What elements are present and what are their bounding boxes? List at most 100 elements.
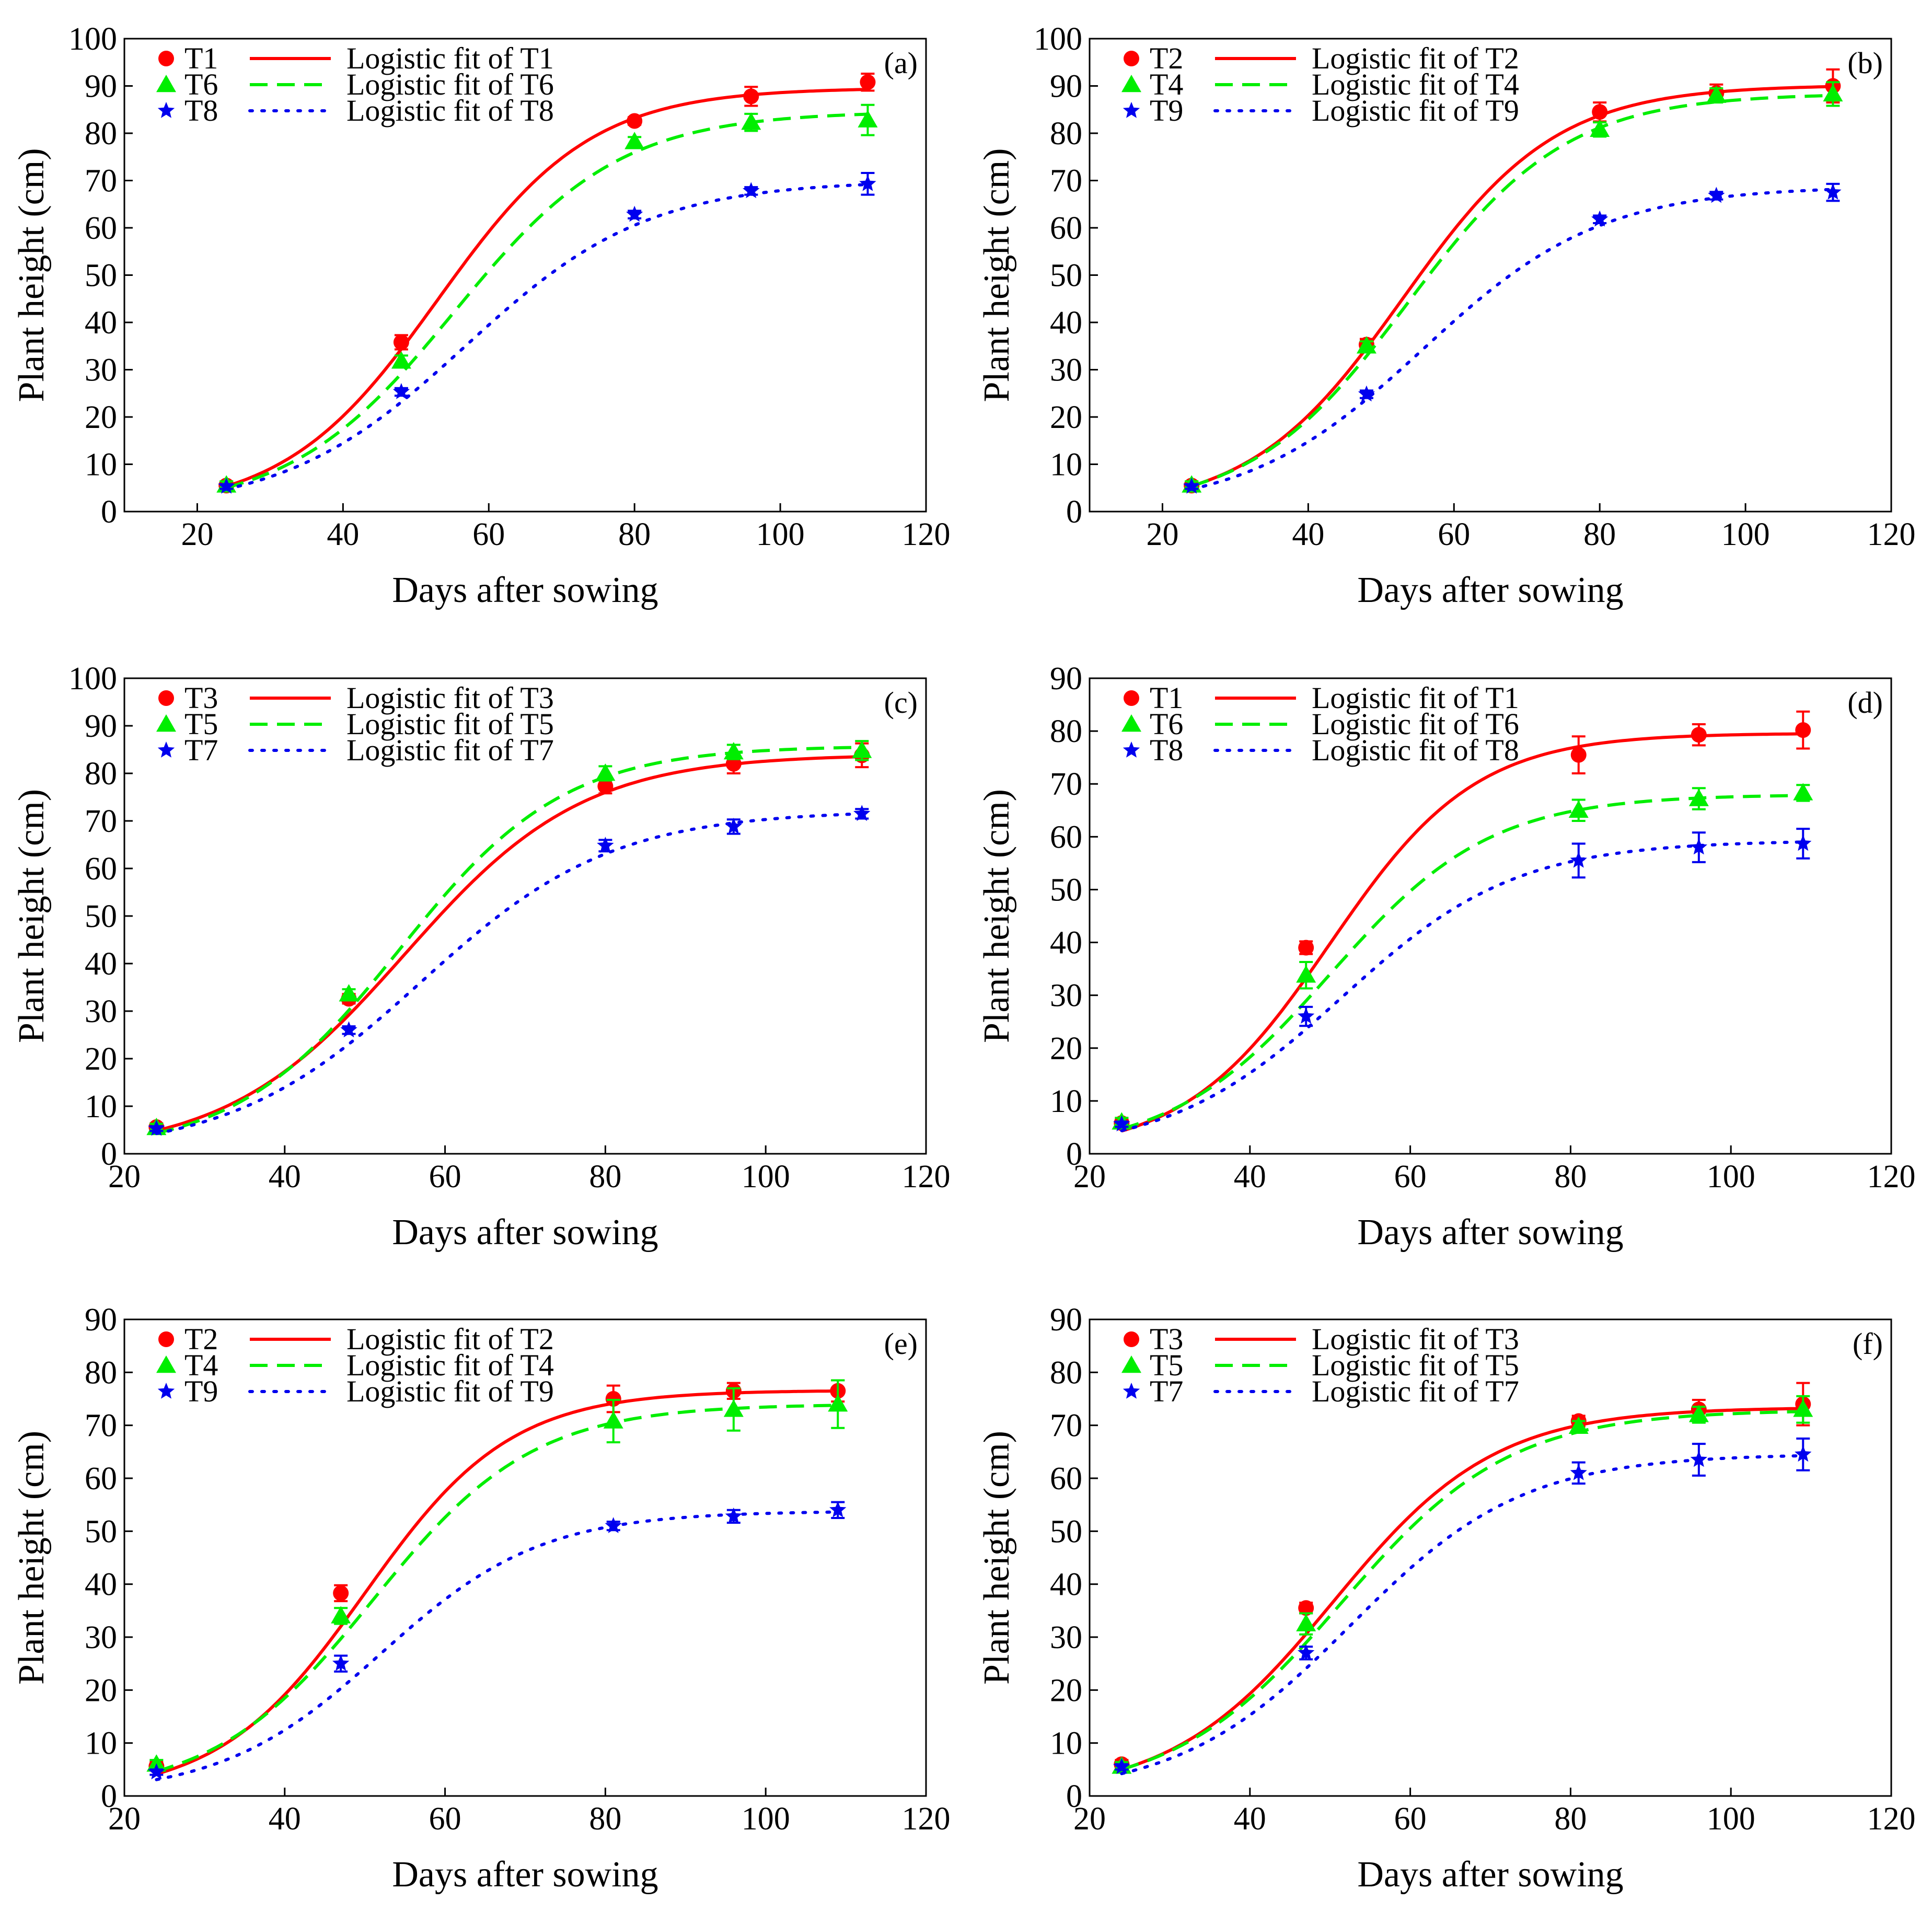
fit-line-T1	[1121, 732, 1803, 1133]
data-point-T6	[858, 110, 878, 128]
fit-line-T6	[226, 112, 868, 490]
y-tick-label: 0	[101, 1779, 117, 1814]
y-tick-label: 10	[1050, 1084, 1082, 1119]
y-tick-label: 70	[1050, 1408, 1082, 1444]
x-tick-label: 20	[108, 1159, 141, 1195]
y-tick-label: 50	[1050, 258, 1082, 294]
x-axis-title: Days after sowing	[1357, 570, 1623, 610]
legend-fit-label: Logistic fit of T5	[1312, 1348, 1519, 1382]
data-point-T7	[725, 817, 742, 834]
chart-panel-1: 20 40 60 80 100 120 0 10 20 30 40 50 60 70 80 90 100 Days…	[11, 21, 951, 610]
fit-line-T4	[156, 1404, 838, 1773]
legend-fit-label: Logistic fit of T8	[1312, 733, 1519, 767]
data-point-T8	[1298, 1007, 1315, 1024]
y-tick-label: 60	[1050, 819, 1082, 855]
data-point-T9	[1183, 478, 1200, 494]
x-tick-label: 80	[1583, 517, 1616, 552]
legend-fit-label: Logistic fit of T9	[346, 1374, 554, 1408]
chart-panel-5: 20 40 60 80 100 120 0 10 20 30 40 50 60 70 80 90 Days af…	[11, 1302, 951, 1895]
data-point-T6	[624, 132, 645, 149]
series-T5	[1112, 1395, 1813, 1774]
data-point-T7	[1690, 1451, 1707, 1467]
x-tick-label: 80	[618, 517, 651, 552]
data-point-T1	[1298, 940, 1314, 956]
y-tick-label: 100	[1034, 21, 1082, 57]
legend-entry-T6: T6 Logistic fit of T6	[1121, 707, 1519, 741]
fit-line-T4	[1191, 94, 1833, 488]
x-tick-label: 20	[1146, 517, 1178, 552]
panel-tag: (a)	[884, 46, 918, 80]
data-point-T1	[860, 74, 876, 90]
data-point-T9	[725, 1508, 742, 1524]
y-tick-label: 0	[1066, 1779, 1082, 1814]
x-tick-label: 100	[742, 1159, 790, 1195]
data-point-T5	[1793, 1399, 1813, 1417]
series-T4	[146, 1379, 848, 1773]
data-point-T8	[743, 182, 760, 199]
legend-fit-label: Logistic fit of T3	[1312, 1322, 1519, 1356]
y-tick-label: 20	[85, 400, 117, 435]
series-T4	[1182, 81, 1843, 493]
data-point-T8	[392, 383, 410, 399]
y-tick-label: 100	[68, 661, 117, 697]
legend-marker	[158, 690, 174, 706]
series-T2	[148, 1379, 846, 1776]
legend-marker	[157, 102, 175, 118]
x-tick-label: 40	[269, 1159, 301, 1195]
legend-series-label: T6	[1150, 707, 1183, 741]
data-point-T4	[146, 1754, 167, 1772]
legend-entry-T3: T3 Logistic fit of T3	[1124, 1322, 1519, 1356]
y-axis-title: Plant height (cm)	[11, 148, 52, 402]
series-T1	[218, 72, 876, 494]
legend-series-label: T5	[1150, 1348, 1183, 1382]
legend-fit-label: Logistic fit of T9	[1312, 94, 1519, 128]
y-tick-label: 80	[1050, 714, 1082, 749]
fit-line-T8	[1120, 840, 1805, 1132]
legend-entry-T4: T4 Logistic fit of T4	[156, 1348, 554, 1382]
data-point-T5	[1296, 1614, 1316, 1631]
y-tick-label: 90	[1050, 1302, 1082, 1338]
data-point-T1	[743, 88, 759, 105]
legend-fit-label: Logistic fit of T3	[346, 681, 554, 715]
legend-series-label: T8	[1150, 733, 1183, 767]
y-tick-label: 90	[85, 1302, 117, 1338]
legend-fit-label: Logistic fit of T7	[1312, 1374, 1519, 1408]
legend-entry-T7: T7 Logistic fit of T7	[157, 733, 554, 767]
y-tick-label: 70	[1050, 164, 1082, 199]
x-tick-label: 100	[742, 1801, 790, 1837]
y-tick-label: 0	[101, 494, 117, 530]
y-tick-label: 90	[85, 69, 117, 105]
fit-line-T6	[1121, 794, 1803, 1131]
chart-panel-4: 20 40 60 80 100 120 0 10 20 30 40 50 60 70 80 90 Days af…	[977, 661, 1916, 1253]
legend-marker	[1124, 690, 1139, 706]
legend-series-label: T3	[184, 681, 218, 715]
y-axis-title: Plant height (cm)	[977, 148, 1017, 402]
x-axis-title: Days after sowing	[392, 570, 658, 610]
y-tick-label: 70	[85, 1408, 117, 1444]
y-tick-label: 10	[1050, 447, 1082, 483]
legend-series-label: T4	[1150, 67, 1183, 101]
series-T8	[218, 172, 876, 494]
data-point-T9	[605, 1517, 622, 1533]
legend-entry-T5: T5 Logistic fit of T5	[1121, 1348, 1519, 1382]
data-point-T1	[1570, 747, 1587, 763]
data-point-T8	[218, 478, 235, 494]
y-axis-title: Plant height (cm)	[977, 1431, 1017, 1685]
y-tick-label: 30	[85, 1620, 117, 1655]
x-axis-title: Days after sowing	[392, 1212, 658, 1253]
legend-fit-label: Logistic fit of T4	[346, 1348, 554, 1382]
panel-tag: (e)	[884, 1327, 918, 1361]
x-tick-label: 60	[472, 517, 505, 552]
x-tick-label: 100	[1707, 1801, 1755, 1837]
legend-marker	[1124, 51, 1139, 66]
series-T7	[1113, 1438, 1812, 1776]
fit-line-T5	[1121, 1410, 1803, 1771]
legend-series-label: T1	[1150, 681, 1183, 715]
legend-marker	[1121, 1355, 1141, 1373]
series-T7	[148, 805, 871, 1136]
data-point-T9	[332, 1654, 350, 1671]
data-point-T8	[1113, 1115, 1130, 1132]
legend-entry-T1: T1 Logistic fit of T1	[158, 41, 554, 75]
legend-fit-label: Logistic fit of T4	[1312, 67, 1519, 101]
x-tick-label: 80	[589, 1801, 621, 1837]
